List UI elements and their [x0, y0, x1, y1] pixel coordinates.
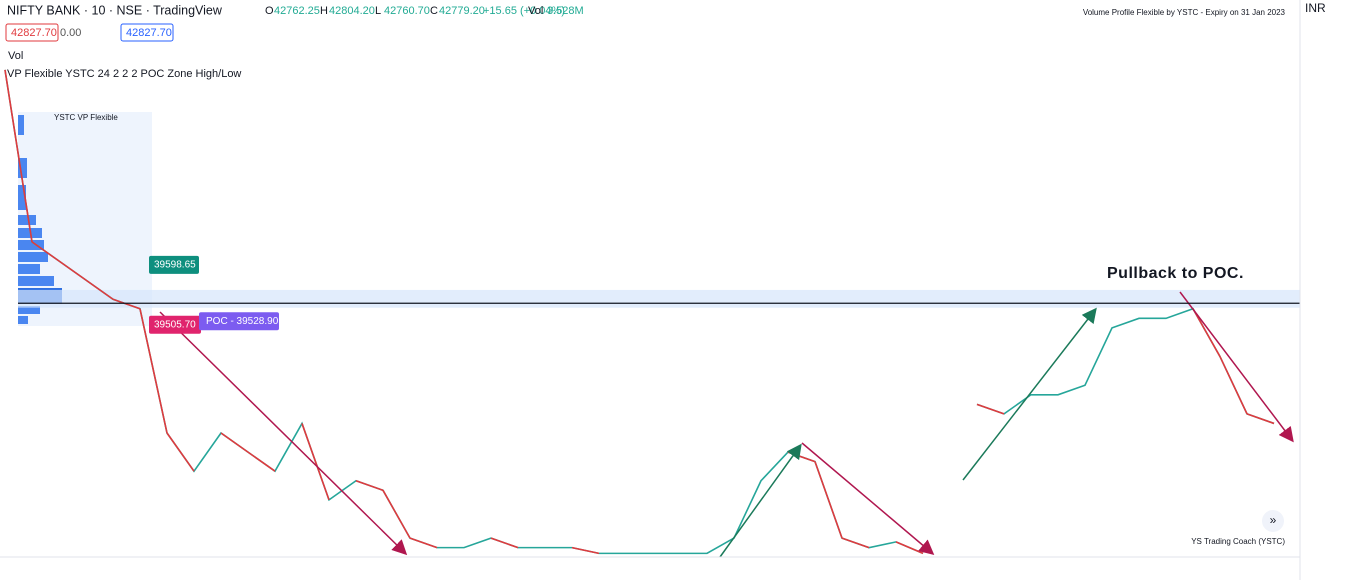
down-segment [895, 541, 924, 555]
down-segment [166, 432, 195, 472]
trend-arrow [1179, 291, 1294, 443]
change: +15.65 (+0.04%) [483, 5, 565, 17]
down-segment [382, 489, 411, 539]
ohlc-key: L [375, 5, 381, 17]
ohlc-value: 42760.70 [384, 5, 430, 17]
ohlc-value: 42779.20 [439, 5, 485, 17]
zone-high-label: 39598.65 [154, 260, 196, 271]
zone-high-tag [149, 255, 199, 274]
symbol: NIFTY BANK · 10 · NSE · TradingView [7, 3, 223, 17]
ohlc-key: H [320, 5, 328, 17]
profile-title: YSTC VP Flexible [54, 113, 118, 122]
watermark: YS Trading Coach (YSTC) [1191, 537, 1285, 546]
poc-tag [199, 312, 279, 331]
zone-low-label: 39505.70 [154, 319, 196, 330]
down-segment [139, 308, 168, 434]
down-segment [841, 537, 870, 549]
down-segment [301, 423, 330, 501]
trend-arrow [159, 311, 408, 556]
down-segment [31, 241, 60, 262]
ohlc-value: 42804.20 [329, 5, 375, 17]
price-box-label: 42827.70 [11, 27, 57, 39]
ohlc-key: C [430, 5, 438, 17]
zone-low-tag [149, 315, 201, 334]
down-segment [247, 451, 276, 472]
price-box-label: 42827.70 [126, 27, 172, 39]
price-box [120, 23, 174, 42]
poc-zone [18, 289, 1300, 308]
poc-label: POC - 39528.90 [206, 316, 279, 327]
down-segment [355, 480, 384, 492]
down-segment [490, 537, 519, 549]
currency: INR [1305, 1, 1326, 15]
annotation: Pullback to POC. [1107, 265, 1244, 282]
down-segment [58, 260, 87, 281]
trend-arrow [801, 442, 935, 555]
scroll-button[interactable] [1262, 510, 1284, 532]
down-segment [112, 298, 141, 310]
down-segment [1219, 356, 1248, 415]
down-segment [814, 461, 843, 539]
price-box [5, 23, 59, 42]
down-segment [4, 69, 33, 243]
volume: 3.528M [547, 5, 584, 17]
price-box-label: 0.00 [60, 27, 81, 39]
down-segment [85, 279, 114, 300]
down-segment [976, 403, 1005, 415]
trend-arrow [719, 443, 802, 558]
vol-label: Vol [8, 50, 23, 62]
indicator-title: VP Flexible YSTC 24 2 2 2 POC Zone High/… [7, 68, 241, 80]
trend-arrow [962, 307, 1097, 481]
credit: Volume Profile Flexible by YSTC - Expiry… [1083, 8, 1286, 17]
down-segment [571, 546, 600, 555]
down-segment [1246, 413, 1275, 425]
ohlc-value: 42762.25 [274, 5, 320, 17]
vol-key: Vol [528, 5, 543, 17]
down-segment [409, 537, 438, 549]
scroll-icon[interactable]: » [1270, 513, 1277, 527]
ohlc-key: O [265, 5, 274, 17]
down-segment [220, 432, 249, 453]
price-line [4, 69, 1275, 555]
down-segment [1192, 308, 1221, 357]
